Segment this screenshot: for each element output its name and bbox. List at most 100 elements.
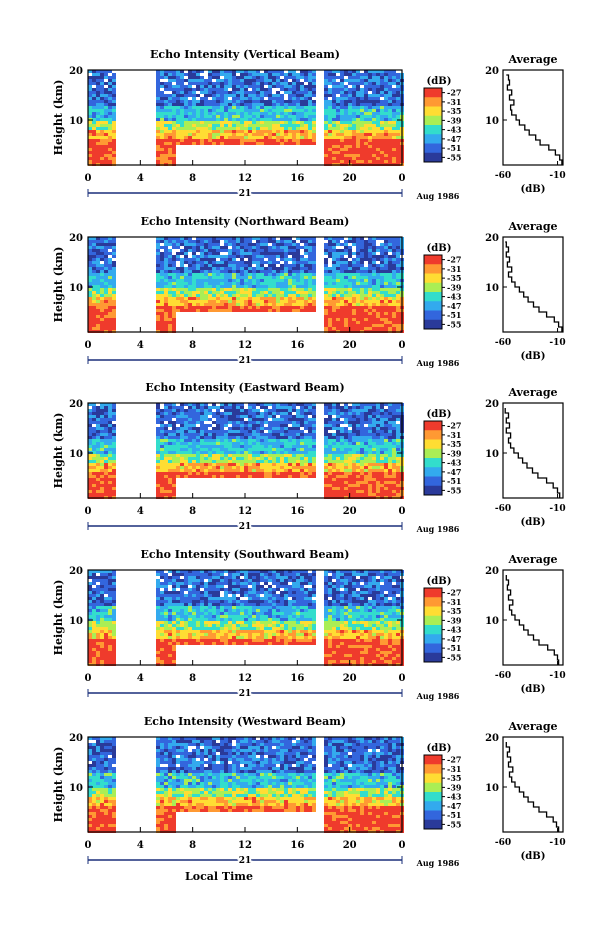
- heatmap-cell: [168, 478, 172, 481]
- heatmap-cell: [244, 106, 248, 109]
- heatmap-cell: [236, 97, 240, 100]
- heatmap-cell: [288, 460, 292, 463]
- heatmap-cell: [92, 73, 96, 76]
- heatmap-cell: [196, 430, 200, 433]
- heatmap-cell: [392, 121, 396, 124]
- heatmap-cell: [272, 121, 276, 124]
- heatmap-cell: [96, 448, 100, 451]
- heatmap-cell: [168, 285, 172, 288]
- heatmap-cell: [388, 312, 392, 315]
- heatmap-cell: [388, 246, 392, 249]
- heatmap-cell: [200, 279, 204, 282]
- heatmap-cell: [204, 103, 208, 106]
- heatmap-cell: [300, 94, 304, 97]
- heatmap-cell: [192, 427, 196, 430]
- heatmap-cell: [364, 130, 368, 133]
- heatmap-cell: [268, 94, 272, 97]
- heatmap-cell: [272, 406, 276, 409]
- heatmap-cell: [104, 427, 108, 430]
- heatmap-cell: [224, 430, 228, 433]
- heatmap-cell: [308, 261, 312, 264]
- heatmap-cell: [212, 267, 216, 270]
- heatmap-cell: [368, 112, 372, 115]
- heatmap-cell: [160, 303, 164, 306]
- heatmap-cell: [100, 466, 104, 469]
- heatmap-cell: [168, 160, 172, 163]
- heatmap-cell: [108, 124, 112, 127]
- heatmap-cell: [112, 481, 116, 484]
- heatmap-cell: [104, 106, 108, 109]
- heatmap-cell: [224, 409, 228, 412]
- heatmap-cell: [304, 97, 308, 100]
- heatmap-cell: [292, 76, 296, 79]
- heatmap-cell: [156, 73, 160, 76]
- heatmap-cell: [344, 73, 348, 76]
- heatmap-cell: [340, 249, 344, 252]
- heatmap-cell: [196, 273, 200, 276]
- heatmap-cell: [236, 285, 240, 288]
- heatmap-cell: [372, 312, 376, 315]
- heatmap-cell: [168, 412, 172, 415]
- colorbar-swatch: [424, 270, 442, 274]
- heatmap-cell: [104, 70, 108, 73]
- heatmap-cell: [96, 445, 100, 448]
- heatmap-cell: [364, 142, 368, 145]
- heatmap-cell: [280, 249, 284, 252]
- heatmap-cell: [372, 306, 376, 309]
- heatmap-cell: [256, 133, 260, 136]
- heatmap-cell: [264, 252, 268, 255]
- heatmap-cell: [192, 139, 196, 142]
- heatmap-cell: [188, 130, 192, 133]
- heatmap-cell: [216, 445, 220, 448]
- heatmap-cell: [232, 109, 236, 112]
- heatmap-cell: [172, 294, 176, 297]
- heatmap-cell: [352, 91, 356, 94]
- heatmap-cell: [108, 424, 112, 427]
- heatmap-cell: [108, 243, 112, 246]
- heatmap-cell: [280, 475, 284, 478]
- heatmap-cell: [208, 100, 212, 103]
- heatmap-cell: [96, 439, 100, 442]
- heatmap-cell: [384, 76, 388, 79]
- heatmap-cell: [104, 142, 108, 145]
- heatmap-cell: [336, 142, 340, 145]
- heatmap-cell: [100, 309, 104, 312]
- heatmap-cell: [88, 475, 92, 478]
- heatmap-cell: [220, 279, 224, 282]
- heatmap-cell: [388, 100, 392, 103]
- heatmap-cell: [104, 487, 108, 490]
- heatmap-cell: [184, 279, 188, 282]
- heatmap-cell: [232, 418, 236, 421]
- heatmap-cell: [376, 321, 380, 324]
- heatmap-cell: [220, 309, 224, 312]
- heatmap-cell: [276, 94, 280, 97]
- heatmap-cell: [256, 469, 260, 472]
- heatmap-cell: [188, 267, 192, 270]
- heatmap-cell: [200, 76, 204, 79]
- heatmap-cell: [308, 240, 312, 243]
- heatmap-cell: [288, 252, 292, 255]
- heatmap-cell: [200, 421, 204, 424]
- heatmap-cell: [256, 91, 260, 94]
- colorbar-swatch: [424, 131, 442, 135]
- heatmap-cell: [208, 291, 212, 294]
- heatmap-cell: [280, 85, 284, 88]
- heatmap-cell: [388, 321, 392, 324]
- heatmap-cell: [292, 270, 296, 273]
- heatmap-cell: [276, 106, 280, 109]
- heatmap-cell: [92, 82, 96, 85]
- heatmap-cell: [156, 475, 160, 478]
- heatmap-cell: [328, 312, 332, 315]
- heatmap-cell: [232, 115, 236, 118]
- heatmap-cell: [192, 76, 196, 79]
- heatmap-cell: [296, 139, 300, 142]
- heatmap-cell: [328, 303, 332, 306]
- heatmap-cell: [112, 127, 116, 130]
- heatmap-cell: [240, 300, 244, 303]
- heatmap-cell: [160, 415, 164, 418]
- heatmap-cell: [288, 415, 292, 418]
- heatmap-cell: [300, 115, 304, 118]
- heatmap-cell: [272, 142, 276, 145]
- heatmap-cell: [312, 115, 316, 118]
- heatmap-cell: [240, 97, 244, 100]
